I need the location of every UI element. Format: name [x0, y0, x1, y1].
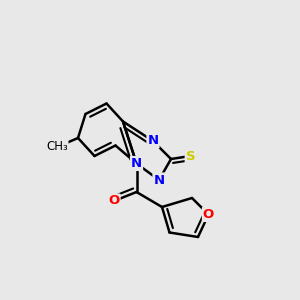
Text: O: O — [108, 194, 120, 208]
Text: O: O — [203, 208, 214, 221]
Text: N: N — [153, 173, 165, 187]
Text: N: N — [147, 134, 159, 148]
Text: S: S — [186, 149, 195, 163]
Text: CH₃: CH₃ — [46, 140, 68, 154]
Text: N: N — [131, 157, 142, 170]
